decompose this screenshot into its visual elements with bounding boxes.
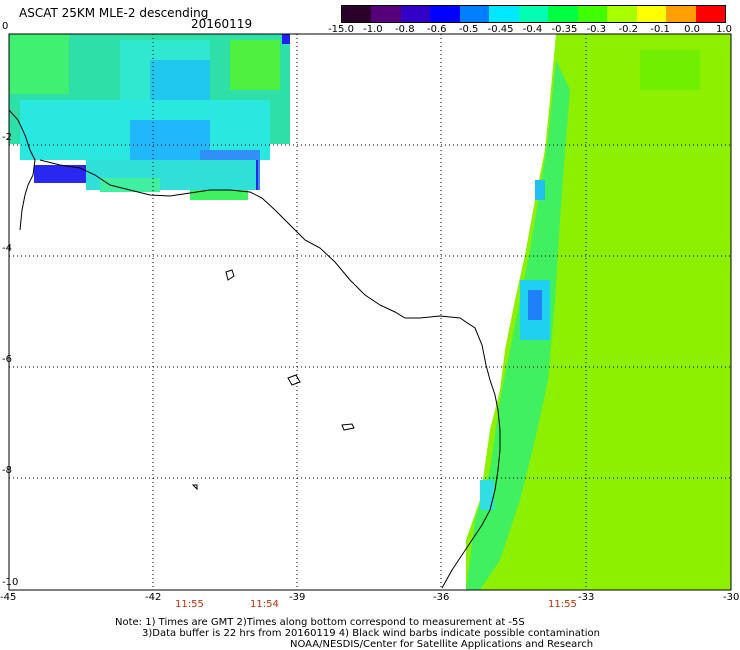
colorbar-swatch [400, 6, 431, 22]
colorbar-labels: -15.0 -1.0 -0.8 -0.6 -0.5 -0.45 -0.4 -0.35 -0.3-… [328, 24, 740, 38]
x-tick-label: -33 [578, 592, 595, 603]
y-tick-label: -8 [2, 465, 12, 476]
colorbar [341, 5, 726, 23]
coastline-west [8, 109, 36, 231]
colorbar-tick-label: -15.0 [328, 24, 354, 35]
note-line-1: Note: 1) Times are GMT 2)Times along bot… [115, 617, 525, 628]
colorbar-swatch [695, 6, 726, 22]
colorbar-tick-label: -1.0 [363, 24, 383, 35]
colorbar-swatch [607, 6, 637, 22]
island-1 [225, 269, 235, 281]
island-2 [287, 374, 301, 386]
y-tick-label: 0 [2, 21, 9, 32]
time-label-2: 11:54 [250, 599, 279, 610]
colorbar-swatch [636, 6, 667, 22]
x-tick-label: -45 [0, 592, 17, 603]
colorbar-tick-label: 1.0 [716, 24, 732, 35]
colorbar-tick-label: -0.2 [618, 24, 639, 35]
colorbar-swatch [518, 6, 549, 22]
colorbar-swatch [666, 6, 696, 22]
map-date: 20160119 [191, 17, 253, 31]
colorbar-swatch [489, 6, 519, 22]
note-line-2: 3)Data buffer is 22 hrs from 20160119 4)… [142, 628, 600, 639]
colorbar-tick-label: -0.1 [650, 24, 670, 35]
colorbar-tick-label: -0.5 [458, 24, 479, 35]
colorbar-swatch [459, 6, 490, 22]
x-tick-label: -39 [289, 592, 306, 603]
colorbar-tick-label: -0.3 [586, 24, 607, 35]
y-tick-label: -4 [2, 243, 12, 254]
colorbar-tick-label: -0.8 [395, 24, 415, 35]
island-4 [191, 484, 198, 491]
colorbar-tick-label: 0.0 [684, 24, 701, 35]
right-swath-field [466, 34, 731, 590]
left-swath-field [9, 34, 290, 200]
island-3 [341, 423, 355, 431]
y-tick-label: -2 [2, 132, 12, 143]
y-tick-label: -6 [2, 354, 12, 365]
y-tick-label: -10 [2, 577, 19, 588]
map-frame [8, 33, 732, 591]
x-tick-label: -36 [433, 592, 450, 603]
colorbar-swatch [342, 6, 372, 22]
x-tick-label: -30 [723, 592, 740, 603]
lat-lon-grid [9, 34, 731, 590]
colorbar-swatch [371, 6, 401, 22]
colorbar-swatch [548, 6, 578, 22]
colorbar-tick-label: -0.6 [426, 24, 447, 35]
time-label-3: 11:55 [548, 599, 577, 610]
colorbar-tick-label: -0.35 [551, 24, 578, 35]
colorbar-tick-label: -0.45 [487, 24, 514, 35]
x-tick-label: -42 [145, 592, 162, 603]
footer-notes: Note: 1) Times are GMT 2)Times along bot… [115, 617, 715, 650]
coastline [39, 159, 501, 589]
note-line-3: NOAA/NESDIS/Center for Satellite Applica… [290, 639, 594, 650]
time-label-1: 11:55 [175, 599, 204, 610]
colorbar-swatch [577, 6, 608, 22]
map-title: ASCAT 25KM MLE-2 descending [19, 6, 209, 20]
colorbar-swatch [430, 6, 460, 22]
colorbar-tick-label: -0.4 [522, 24, 543, 35]
